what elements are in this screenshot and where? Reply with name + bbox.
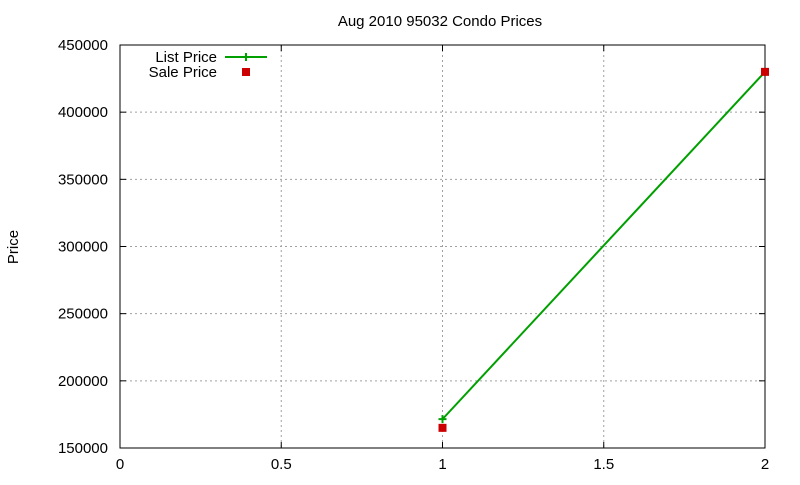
x-tick-label: 0.5	[271, 456, 292, 473]
x-tick-label: 1	[438, 456, 446, 473]
x-tick-label: 1.5	[593, 456, 614, 473]
y-tick-label: 150000	[58, 440, 108, 457]
axis-ticks: 150000 200000 250000 300000 350000 400000 4500…	[58, 37, 769, 473]
plus-marker-icon	[242, 53, 250, 61]
legend-label: Sale Price	[149, 64, 217, 81]
y-tick-label: 300000	[58, 239, 108, 256]
y-tick-label: 350000	[58, 171, 108, 188]
sale-price-point	[761, 67, 769, 76]
y-axis-label: Price	[5, 230, 22, 264]
x-tick-label: 0	[116, 456, 124, 473]
square-marker-icon	[242, 68, 250, 76]
x-tick-label: 2	[761, 456, 769, 473]
legend-label: List Price	[155, 49, 217, 66]
y-tick-label: 450000	[58, 37, 108, 54]
grid-lines	[120, 45, 765, 448]
list-price-line	[441, 71, 766, 420]
y-tick-label: 400000	[58, 104, 108, 121]
data-series	[438, 67, 769, 432]
sale-price-point	[438, 423, 447, 432]
y-tick-label: 200000	[58, 373, 108, 390]
list-price-point	[438, 415, 447, 424]
y-tick-label: 250000	[58, 306, 108, 323]
plot-frame	[119, 44, 766, 449]
chart-title: Aug 2010 95032 Condo Prices	[338, 13, 542, 30]
